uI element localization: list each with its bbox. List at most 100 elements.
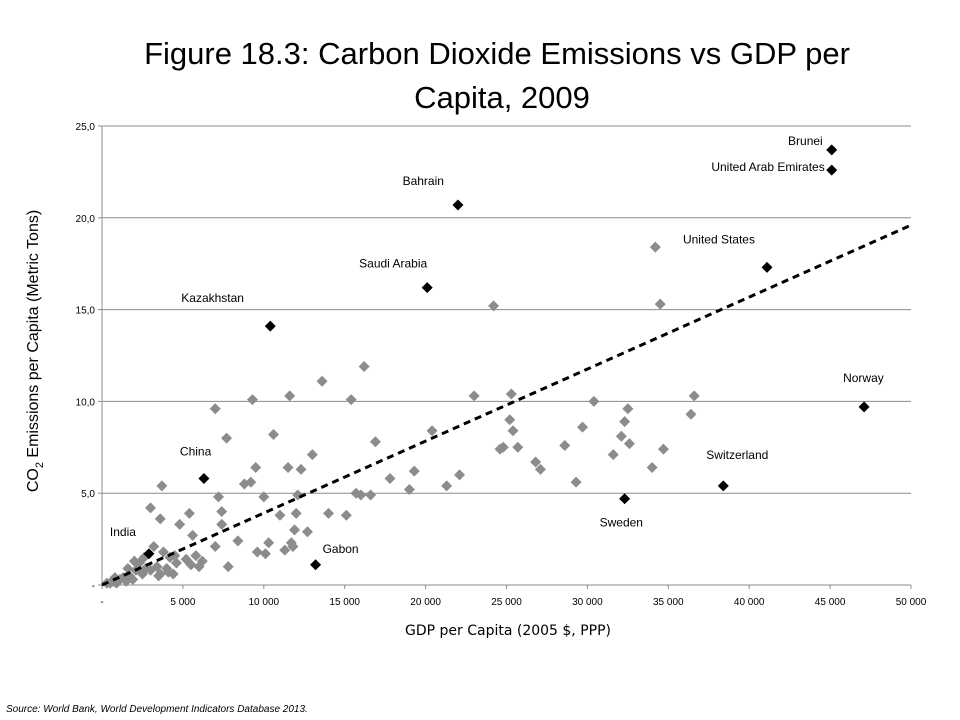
data-point [340, 509, 352, 521]
highlighted-point [717, 480, 729, 492]
x-tick-label: 5 000 [170, 597, 195, 608]
data-point [284, 390, 296, 402]
data-point [441, 480, 453, 492]
data-point [505, 388, 517, 400]
trendline-path [101, 223, 912, 587]
data-point [403, 484, 415, 496]
x-tick-label: 40 000 [734, 597, 765, 608]
data-point [619, 416, 631, 428]
source-note: Source: World Bank, World Development In… [6, 704, 308, 715]
country-label: Kazakhstan [181, 291, 244, 305]
data-point [369, 436, 381, 448]
data-point [657, 443, 669, 455]
data-point [285, 537, 297, 549]
country-label: Bahrain [403, 174, 444, 188]
x-tick-label: 45 000 [815, 597, 846, 608]
data-point [355, 489, 367, 501]
data-point [607, 449, 619, 461]
data-point [295, 463, 307, 475]
data-point [185, 559, 197, 571]
data-point [688, 390, 700, 402]
country-label: Norway [843, 371, 884, 385]
data-point [290, 507, 302, 519]
data-point [183, 507, 195, 519]
data-point [507, 425, 519, 437]
data-point [193, 561, 205, 573]
data-point [246, 394, 258, 406]
highlighted-point [619, 493, 631, 505]
y-tick-label: - [92, 581, 95, 592]
data-point [170, 557, 182, 569]
y-tick-label: 20,0 [76, 214, 96, 225]
country-label: Gabon [323, 542, 359, 556]
data-point [623, 438, 635, 450]
data-point [306, 449, 318, 461]
y-tick-label: 5,0 [81, 489, 95, 500]
country-label: China [180, 445, 212, 459]
country-label: Brunei [788, 134, 823, 148]
highlighted-point [761, 261, 773, 273]
highlighted-point [264, 320, 276, 332]
data-point [365, 489, 377, 501]
data-point [263, 537, 275, 549]
x-tick-label: - [100, 597, 103, 608]
y-axis-label: CO2 Emissions per Capita (Metric Tons) [25, 210, 46, 492]
data-point [534, 463, 546, 475]
data-point [654, 298, 666, 310]
x-tick-label: 30 000 [572, 597, 603, 608]
data-point [408, 465, 420, 477]
data-point [162, 566, 174, 578]
data-point [512, 441, 524, 453]
data-point [209, 403, 221, 415]
data-point [268, 428, 280, 440]
axes [98, 125, 912, 589]
data-point [212, 491, 224, 503]
country-label: Saudi Arabia [359, 257, 427, 271]
data-point [209, 540, 221, 552]
data-point [622, 403, 634, 415]
data-point [577, 421, 589, 433]
data-point [323, 507, 335, 519]
country-label: United Arab Emirates [711, 160, 824, 174]
data-point [615, 430, 627, 442]
y-axis-tick-labels: - 5,0 10,0 15,0 20,0 25,0 [76, 122, 96, 592]
data-point [157, 546, 169, 558]
x-axis-tick-labels: - 5 000 10 000 15 000 20 000 25 000 30 000 35 0… [100, 597, 926, 608]
data-point [174, 518, 186, 530]
other-country-points [101, 241, 700, 589]
data-point [488, 300, 500, 312]
chart-title-line-2: Capita, 2009 [414, 80, 590, 115]
data-point [190, 550, 202, 562]
data-point [259, 548, 271, 560]
data-point [468, 390, 480, 402]
data-point [187, 529, 199, 541]
data-point [154, 513, 166, 525]
data-point [128, 555, 140, 567]
highlighted-point [826, 144, 838, 156]
data-point [145, 502, 157, 514]
data-point [345, 394, 357, 406]
x-axis-label: GDP per Capita (2005 $, PPP) [405, 623, 611, 639]
highlighted-point [858, 401, 870, 413]
data-point [274, 509, 286, 521]
data-point [216, 518, 228, 530]
data-point [156, 480, 168, 492]
x-tick-label: 10 000 [249, 597, 280, 608]
y-tick-label: 25,0 [76, 122, 96, 133]
data-point [316, 375, 328, 387]
grid-lines [102, 125, 911, 494]
data-point [222, 561, 234, 573]
data-point [588, 395, 600, 407]
data-point [120, 575, 132, 587]
country-labels: Brunei United Arab Emirates Bahrain United … [110, 134, 884, 556]
x-tick-label: 50 000 [896, 597, 927, 608]
data-point [570, 476, 582, 488]
highlighted-point [452, 199, 464, 211]
y-tick-label: 10,0 [76, 397, 96, 408]
x-tick-label: 35 000 [653, 597, 684, 608]
data-point [127, 573, 139, 585]
data-point [258, 491, 270, 503]
data-point [148, 540, 160, 552]
data-point [153, 570, 165, 582]
data-point [289, 524, 301, 536]
